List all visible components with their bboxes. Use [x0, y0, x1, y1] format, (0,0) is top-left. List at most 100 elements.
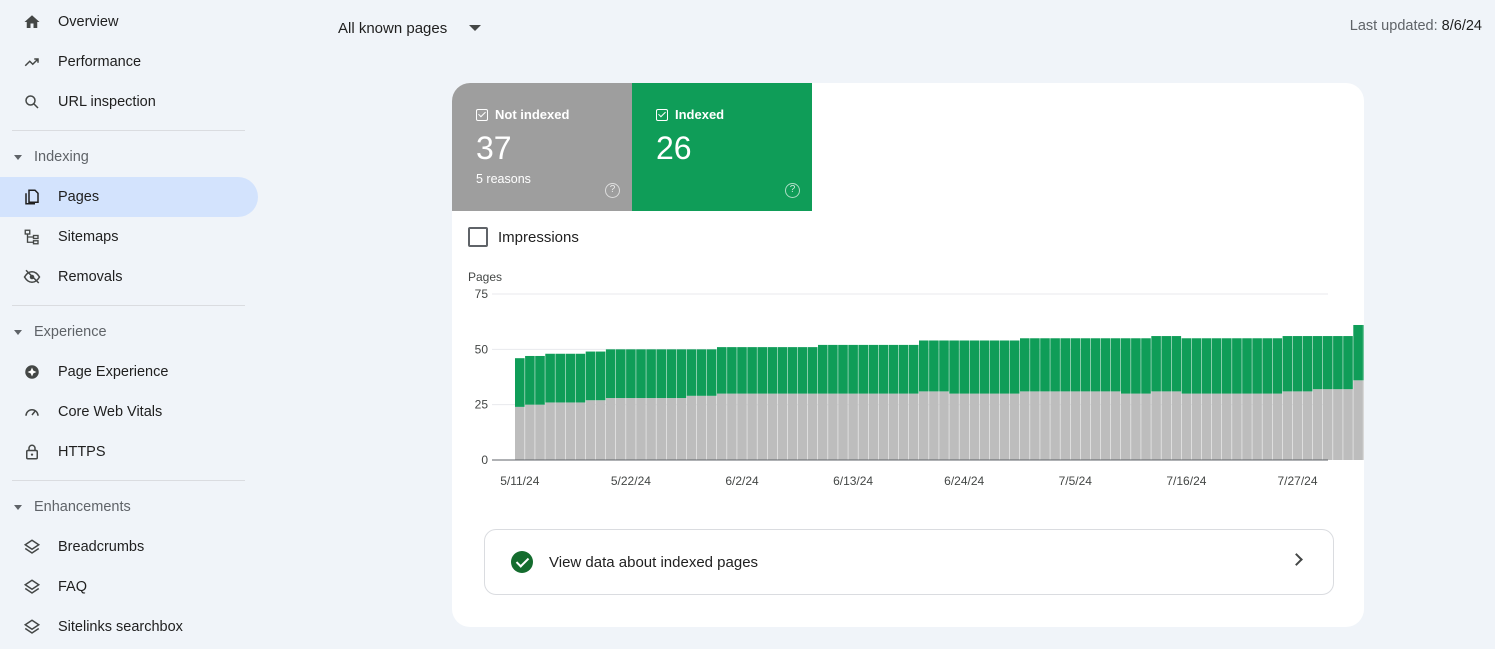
- bar-not-indexed: [686, 395, 697, 460]
- bar-not-indexed: [1363, 380, 1364, 460]
- section-header-label: Enhancements: [34, 499, 131, 515]
- bar-not-indexed: [848, 393, 858, 460]
- section-header-enhancements[interactable]: Enhancements: [0, 492, 258, 522]
- bar-not-indexed: [1242, 393, 1252, 460]
- bar-not-indexed: [656, 398, 666, 460]
- dropdown-arrow-icon: [469, 25, 482, 31]
- bar-indexed: [828, 344, 838, 394]
- file-copy-icon: [22, 187, 42, 207]
- bar-indexed: [1080, 338, 1091, 392]
- sidebar-item-sitemaps[interactable]: Sitemaps: [0, 217, 258, 257]
- check-circle-icon: [511, 551, 533, 573]
- sidebar-item-label: HTTPS: [58, 444, 106, 460]
- bar-indexed: [1262, 338, 1272, 394]
- not-indexed-tile[interactable]: Not indexed 37 5 reasons ?: [452, 83, 632, 211]
- section-header-indexing[interactable]: Indexing: [0, 142, 258, 172]
- bar-indexed: [818, 344, 828, 394]
- bar-indexed: [575, 353, 586, 403]
- bar-indexed: [636, 349, 646, 399]
- tile-label: Not indexed: [495, 107, 570, 122]
- pages-report-card: Not indexed 37 5 reasons ? Indexed 26 ? …: [452, 83, 1364, 627]
- bar-not-indexed: [1110, 391, 1121, 460]
- sidebar-item-label: URL inspection: [58, 94, 156, 110]
- checkbox-checked-icon[interactable]: [476, 108, 488, 121]
- page-experience-icon: [22, 362, 42, 382]
- sidebar-item-label: Core Web Vitals: [58, 404, 163, 420]
- sidebar-item-breadcrumbs[interactable]: Breadcrumbs: [0, 527, 258, 567]
- bar-not-indexed: [1050, 391, 1060, 460]
- help-icon[interactable]: ?: [605, 183, 620, 198]
- sidebar-item-performance[interactable]: Performance: [0, 42, 258, 82]
- bar-not-indexed: [1171, 391, 1182, 460]
- bar-not-indexed: [1161, 391, 1171, 460]
- bar-not-indexed: [585, 400, 596, 460]
- bar-not-indexed: [1151, 391, 1161, 460]
- sidebar-item-https[interactable]: HTTPS: [0, 432, 258, 472]
- bar-not-indexed: [1282, 391, 1293, 460]
- help-icon[interactable]: ?: [785, 183, 800, 198]
- bar-indexed: [959, 340, 969, 394]
- bar-not-indexed: [706, 395, 717, 460]
- sidebar: Overview Performance URL inspection Inde…: [0, 0, 270, 649]
- sidebar-item-label: Sitemaps: [58, 229, 119, 245]
- impressions-label: Impressions: [498, 228, 579, 246]
- sidebar-item-faq[interactable]: FAQ: [0, 567, 258, 607]
- bar-not-indexed: [878, 393, 889, 460]
- sidebar-item-url-inspection[interactable]: URL inspection: [0, 82, 258, 122]
- bar-not-indexed: [838, 393, 848, 460]
- eye-off-icon: [22, 267, 42, 287]
- bar-indexed: [1272, 338, 1283, 394]
- sidebar-item-overview[interactable]: Overview: [0, 2, 258, 42]
- bar-not-indexed: [858, 393, 868, 460]
- sidebar-item-core-web-vitals[interactable]: Core Web Vitals: [0, 392, 258, 432]
- filter-label: All known pages: [338, 19, 448, 37]
- bar-not-indexed: [1100, 391, 1111, 460]
- bar-not-indexed: [1191, 393, 1202, 460]
- bar-not-indexed: [646, 398, 656, 460]
- view-indexed-pages-link[interactable]: View data about indexed pages: [484, 529, 1334, 595]
- checkbox-checked-icon[interactable]: [656, 108, 668, 121]
- sidebar-item-sitelinks-searchbox[interactable]: Sitelinks searchbox: [0, 607, 258, 647]
- not-indexed-reasons: 5 reasons: [476, 172, 531, 186]
- sidebar-item-label: Breadcrumbs: [58, 539, 145, 555]
- section-header-experience[interactable]: Experience: [0, 317, 258, 347]
- bar-indexed: [1302, 336, 1313, 392]
- layers-icon: [22, 537, 42, 557]
- bar-indexed: [605, 349, 616, 399]
- bar-not-indexed: [1292, 391, 1303, 460]
- bar-not-indexed: [555, 402, 565, 460]
- bar-not-indexed: [989, 393, 1000, 460]
- bar-indexed: [1060, 338, 1070, 392]
- x-tick-label: 5/22/24: [611, 474, 651, 488]
- bar-indexed: [1161, 336, 1171, 392]
- bar-not-indexed: [636, 398, 646, 460]
- bar-not-indexed: [1030, 391, 1040, 460]
- bar-not-indexed: [818, 393, 828, 460]
- bar-not-indexed: [1262, 393, 1272, 460]
- pages-filter-dropdown[interactable]: All known pages: [338, 16, 482, 40]
- bar-not-indexed: [737, 393, 747, 460]
- bar-not-indexed: [1080, 391, 1091, 460]
- bar-not-indexed: [1211, 393, 1222, 460]
- bar-not-indexed: [575, 402, 586, 460]
- bar-not-indexed: [888, 393, 899, 460]
- bar-indexed: [1009, 340, 1020, 394]
- sidebar-item-page-experience[interactable]: Page Experience: [0, 352, 258, 392]
- bar-indexed: [878, 344, 889, 394]
- indexed-tile[interactable]: Indexed 26 ?: [632, 83, 812, 211]
- bar-not-indexed: [1090, 391, 1101, 460]
- bar-indexed: [858, 344, 868, 394]
- bar-indexed: [696, 349, 707, 396]
- sidebar-item-pages[interactable]: Pages: [0, 177, 258, 217]
- bar-indexed: [717, 347, 727, 394]
- sidebar-item-label: Sitelinks searchbox: [58, 619, 183, 635]
- bar-not-indexed: [595, 400, 606, 460]
- bar-indexed: [1292, 336, 1303, 392]
- bar-indexed: [515, 358, 525, 407]
- impressions-checkbox[interactable]: Impressions: [468, 227, 579, 247]
- checkbox-unchecked-icon[interactable]: [468, 227, 488, 247]
- bar-indexed: [737, 347, 747, 394]
- bar-indexed: [1040, 338, 1050, 392]
- bar-indexed: [949, 340, 959, 394]
- sidebar-item-removals[interactable]: Removals: [0, 257, 258, 297]
